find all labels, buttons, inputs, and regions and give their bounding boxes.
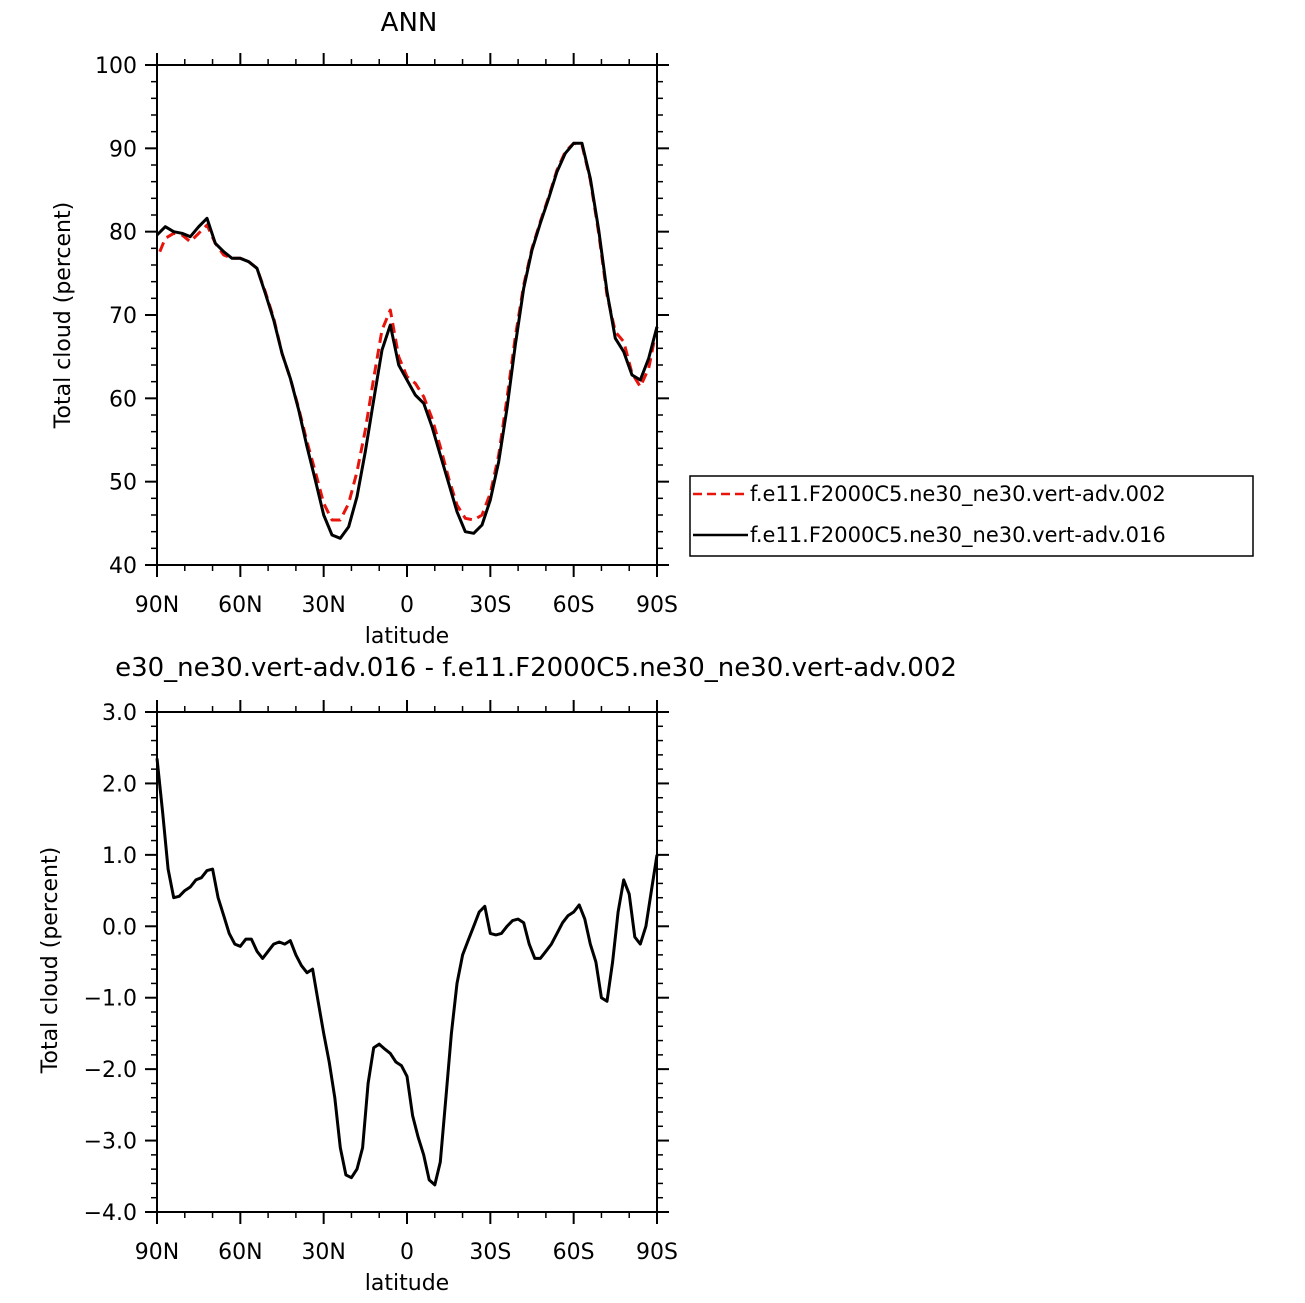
chart-title: ANN [381, 8, 438, 38]
tick-group: −4.0 −3.0 −2.0 −1.0 0.0 1.0 2.0 3.0 90N 60N 30N 0 30… [84, 700, 678, 1265]
bottom-panel: e30_ne30.vert-adv.016 - f.e11.F2000C5.ne… [38, 653, 957, 1296]
legend-label: f.e11.F2000C5.ne30_ne30.vert-adv.002 [750, 482, 1166, 507]
x-tick-label: 60N [218, 593, 262, 618]
x-tick-label: 60S [553, 1240, 595, 1265]
x-tick-label: 90N [135, 593, 179, 618]
x-tick-label: 30S [469, 593, 511, 618]
x-tick-label: 90S [636, 1240, 678, 1265]
x-tick-label: 0 [400, 593, 414, 618]
x-tick-label: 60S [553, 593, 595, 618]
y-tick-label: 60 [109, 387, 137, 412]
y-tick-label: 90 [109, 137, 137, 162]
top-panel: ANN 40 50 60 70 80 90 100 90N 60N 30N 0 30S 60S 90S l… [51, 8, 678, 649]
y-tick-label: −2.0 [84, 1058, 137, 1083]
series-line [155, 758, 659, 1187]
y-tick-label: −1.0 [84, 987, 137, 1012]
x-tick-label: 0 [400, 1240, 414, 1265]
x-tick-label: 90S [636, 593, 678, 618]
x-axis-title: latitude [365, 1271, 449, 1296]
y-tick-label: 50 [109, 471, 137, 496]
y-tick-label: 0.0 [102, 915, 137, 940]
x-tick-label: 30N [301, 593, 345, 618]
y-tick-label: −4.0 [84, 1201, 137, 1226]
x-tick-label: 30N [301, 1240, 345, 1265]
y-tick-label: 3.0 [102, 701, 137, 726]
legend: f.e11.F2000C5.ne30_ne30.vert-adv.002 f.e… [689, 475, 1254, 557]
series-group [155, 758, 659, 1187]
legend-label: f.e11.F2000C5.ne30_ne30.vert-adv.016 [750, 523, 1166, 548]
plot-frame [156, 64, 658, 566]
x-tick-label: 60N [218, 1240, 262, 1265]
x-axis-title: latitude [365, 624, 449, 649]
y-axis-title: Total cloud (percent) [51, 202, 76, 429]
tick-group: 40 50 60 70 80 90 100 90N 60N 30N 0 30S 60S 90S [95, 53, 678, 618]
y-axis-title: Total cloud (percent) [38, 847, 63, 1074]
y-tick-label: −3.0 [84, 1130, 137, 1155]
y-tick-label: 70 [109, 304, 137, 329]
x-tick-label: 30S [469, 1240, 511, 1265]
series-group [155, 141, 659, 540]
legend-box [689, 475, 1254, 557]
y-tick-label: 1.0 [102, 844, 137, 869]
y-tick-label: 80 [109, 221, 137, 246]
y-tick-label: 40 [109, 554, 137, 579]
series-line [155, 141, 659, 540]
chart-title: e30_ne30.vert-adv.016 - f.e11.F2000C5.ne… [115, 653, 957, 683]
series-line [158, 141, 659, 522]
y-tick-label: 100 [95, 54, 137, 79]
x-tick-label: 90N [135, 1240, 179, 1265]
y-tick-label: 2.0 [102, 772, 137, 797]
plot-frame [156, 711, 658, 1213]
